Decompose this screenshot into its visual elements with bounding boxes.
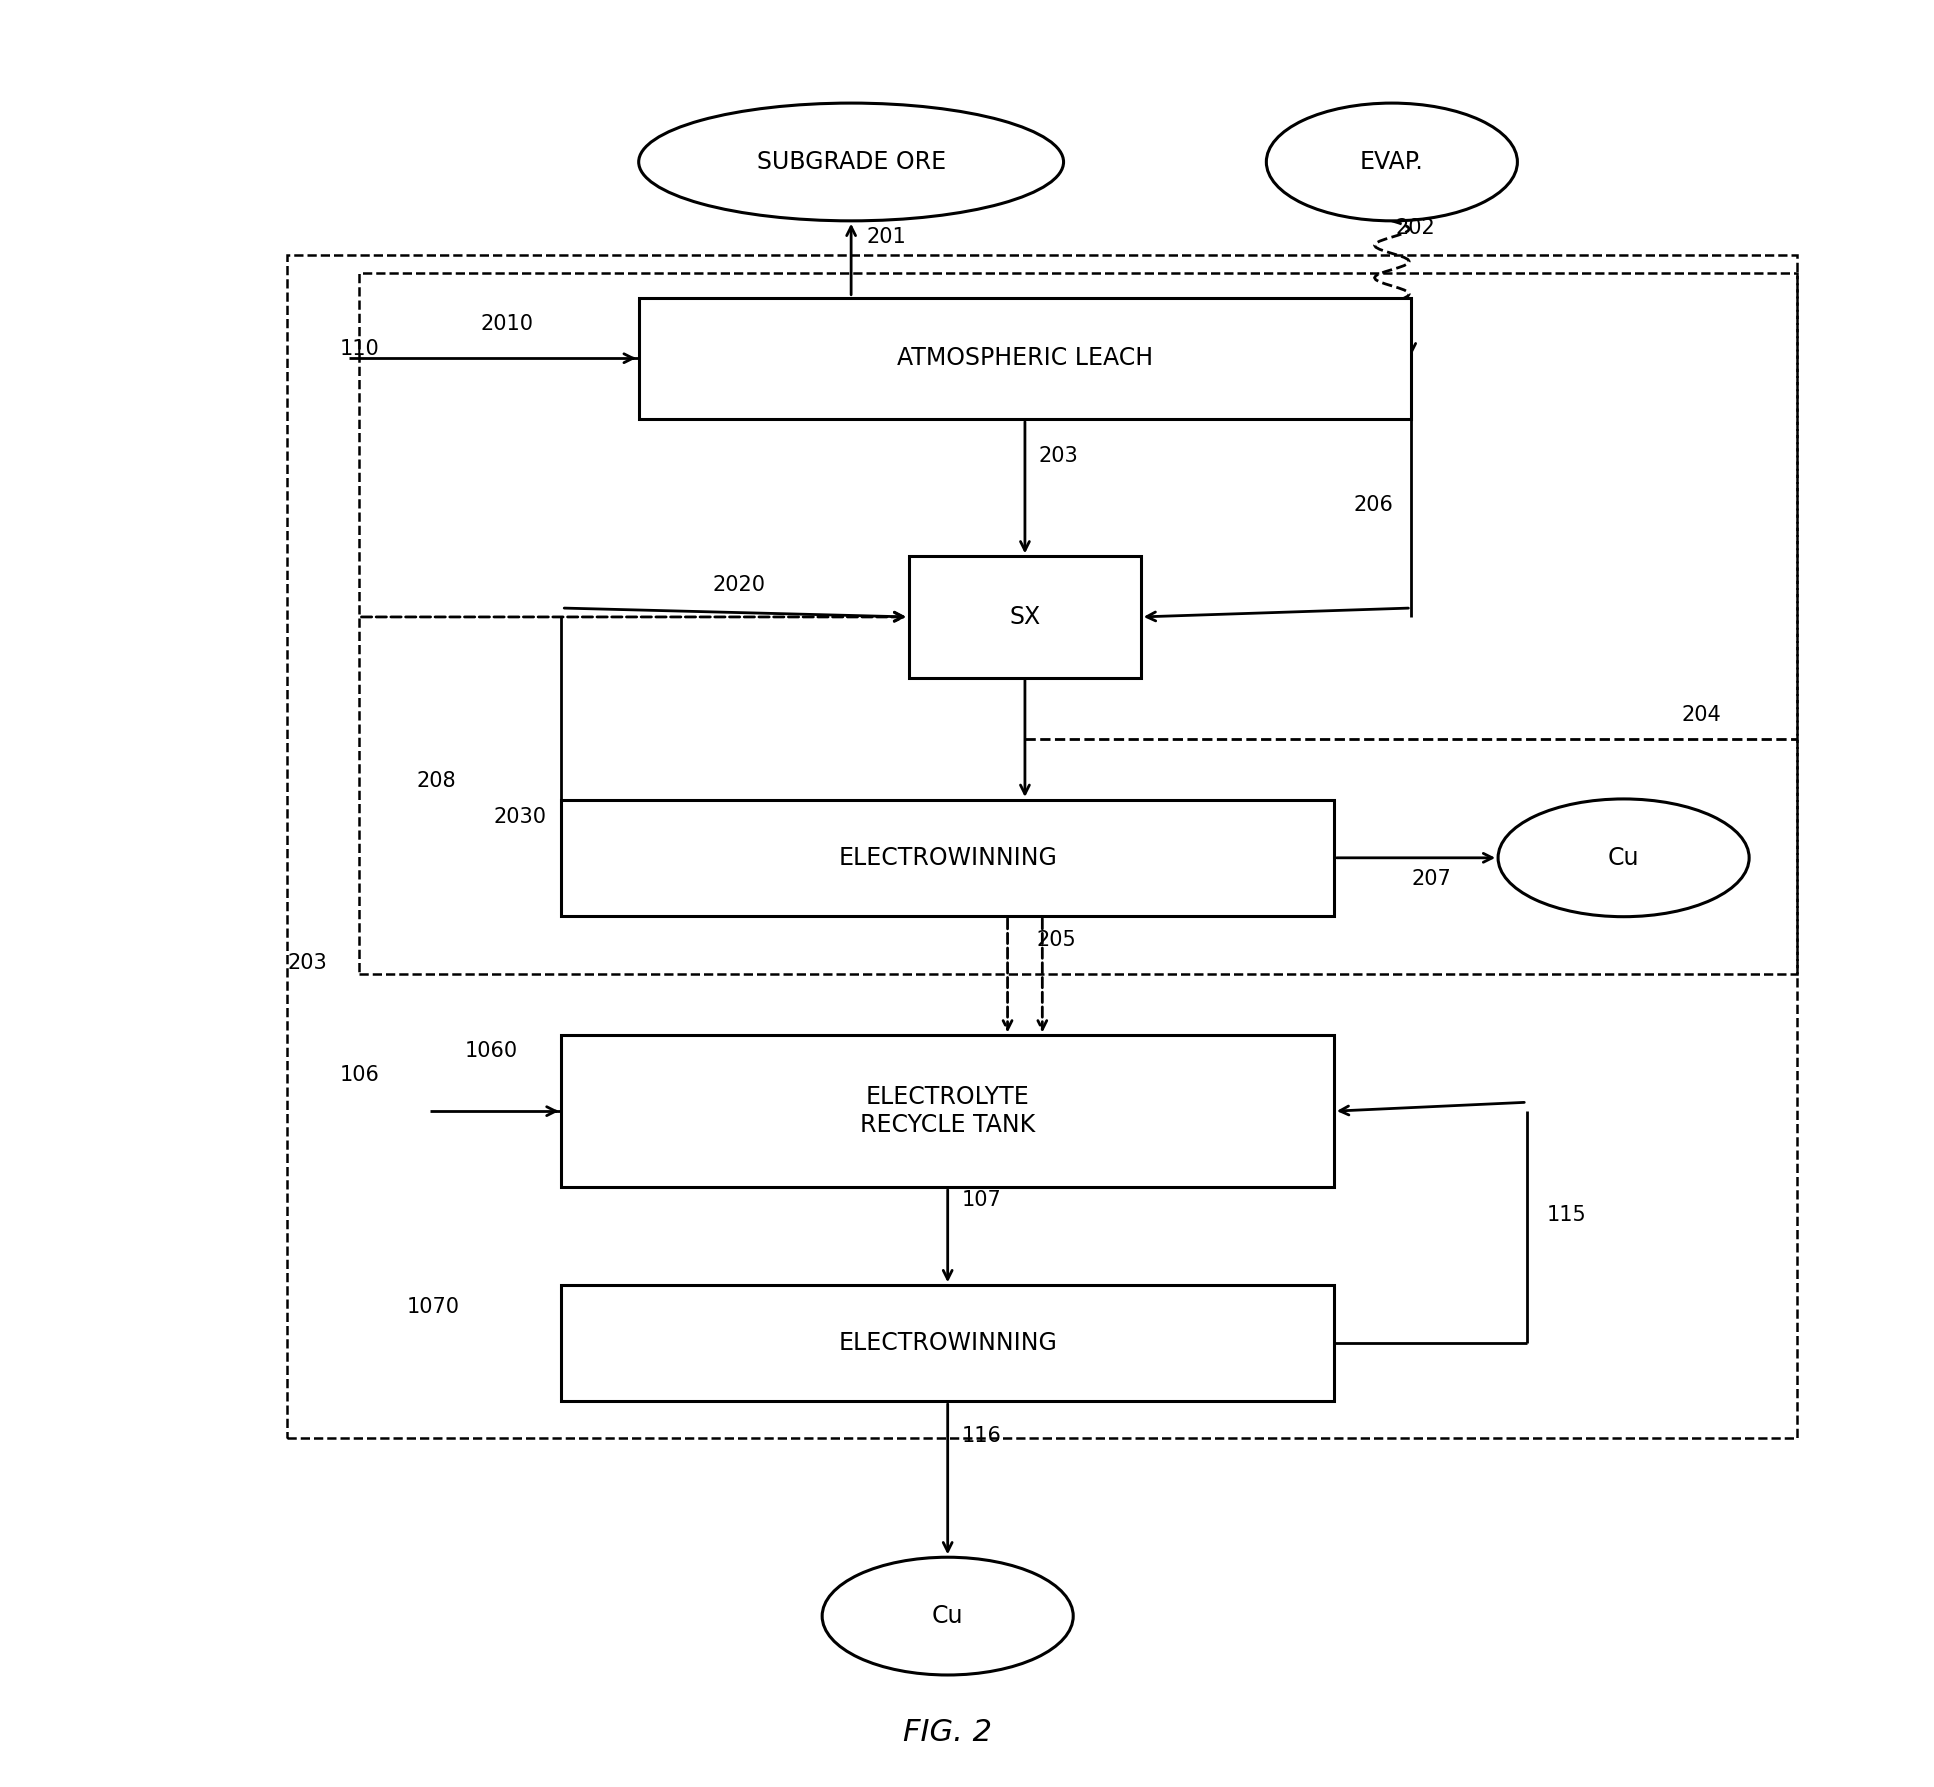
Text: 206: 206 — [1354, 495, 1392, 515]
Text: ATMOSPHERIC LEACH: ATMOSPHERIC LEACH — [897, 347, 1153, 370]
Text: EVAP.: EVAP. — [1360, 150, 1423, 173]
Text: Cu: Cu — [1607, 845, 1640, 870]
FancyBboxPatch shape — [638, 298, 1412, 418]
Text: 2010: 2010 — [480, 315, 534, 334]
Ellipse shape — [638, 104, 1064, 222]
Ellipse shape — [1499, 799, 1748, 917]
Text: 106: 106 — [338, 1065, 379, 1085]
Text: 2030: 2030 — [493, 806, 547, 827]
Text: 116: 116 — [961, 1426, 1002, 1446]
Text: 204: 204 — [1681, 706, 1721, 726]
FancyBboxPatch shape — [909, 556, 1141, 677]
Text: 1060: 1060 — [464, 1040, 518, 1060]
Text: Cu: Cu — [932, 1605, 963, 1628]
Text: 203: 203 — [288, 952, 327, 974]
FancyBboxPatch shape — [561, 1035, 1334, 1187]
Text: ELECTROWINNING: ELECTROWINNING — [837, 1331, 1058, 1355]
Text: 208: 208 — [416, 772, 456, 792]
Text: ELECTROWINNING: ELECTROWINNING — [837, 845, 1058, 870]
Text: SX: SX — [1010, 606, 1040, 629]
Text: 203: 203 — [1039, 447, 1079, 466]
Ellipse shape — [822, 1556, 1073, 1674]
Text: FIG. 2: FIG. 2 — [903, 1717, 992, 1746]
FancyBboxPatch shape — [561, 801, 1334, 915]
Text: ELECTROLYTE
RECYCLE TANK: ELECTROLYTE RECYCLE TANK — [861, 1085, 1035, 1137]
Text: SUBGRADE ORE: SUBGRADE ORE — [756, 150, 946, 173]
Text: 115: 115 — [1547, 1204, 1586, 1224]
Text: 110: 110 — [338, 340, 379, 359]
Ellipse shape — [1267, 104, 1518, 222]
Text: 201: 201 — [866, 227, 907, 247]
Text: 205: 205 — [1037, 929, 1077, 951]
Text: 1070: 1070 — [406, 1297, 460, 1317]
Text: 2020: 2020 — [712, 575, 766, 595]
Text: 207: 207 — [1412, 868, 1450, 890]
FancyBboxPatch shape — [561, 1285, 1334, 1401]
Text: 107: 107 — [961, 1190, 1002, 1210]
Text: 202: 202 — [1396, 218, 1435, 238]
